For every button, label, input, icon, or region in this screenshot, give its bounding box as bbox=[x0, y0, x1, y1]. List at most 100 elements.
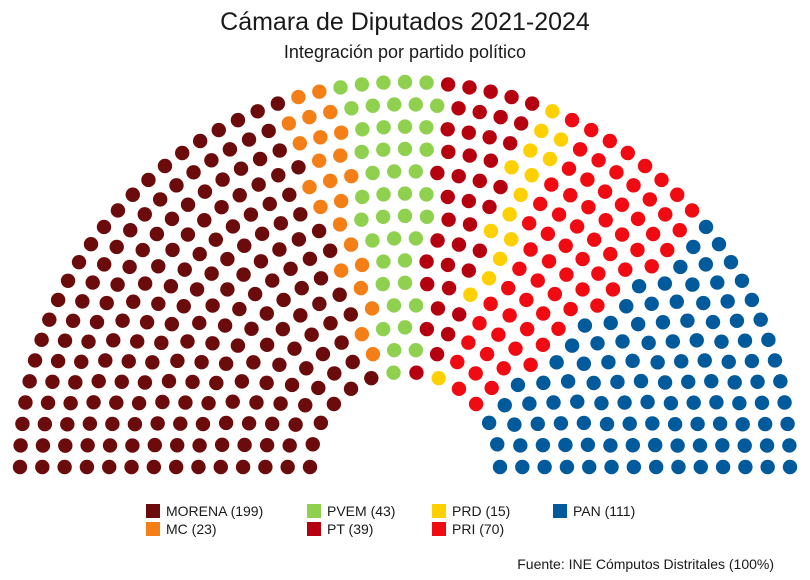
seat-pan bbox=[601, 354, 616, 370]
seat-pan bbox=[721, 354, 736, 370]
seat-pri bbox=[597, 184, 613, 199]
seat-morena bbox=[273, 216, 289, 231]
seat-morena bbox=[218, 356, 234, 371]
seat-morena bbox=[254, 226, 270, 242]
seat-morena bbox=[208, 232, 223, 247]
seat-pri bbox=[584, 122, 599, 138]
seat-morena bbox=[85, 275, 100, 290]
seat-morena bbox=[82, 416, 98, 431]
seat-pvem bbox=[365, 165, 380, 181]
seat-pvem bbox=[397, 208, 413, 224]
seat-pan bbox=[648, 437, 663, 453]
seat-prd bbox=[504, 160, 519, 175]
seat-pan bbox=[737, 333, 753, 348]
seat-morena bbox=[313, 271, 329, 286]
seat-pan bbox=[689, 333, 704, 348]
seat-pvem bbox=[386, 231, 402, 246]
seat-pri bbox=[642, 192, 658, 207]
seat-morena bbox=[233, 161, 249, 176]
seat-morena bbox=[293, 207, 308, 222]
legend-swatch-mc bbox=[146, 522, 160, 536]
seat-prd bbox=[483, 223, 499, 239]
seat-mc bbox=[323, 104, 338, 120]
seat-pt bbox=[419, 321, 435, 337]
seat-pri bbox=[658, 207, 673, 222]
seat-pri bbox=[590, 298, 605, 313]
seat-pvem bbox=[375, 321, 391, 337]
seat-pan bbox=[757, 416, 773, 432]
seat-pt bbox=[482, 199, 497, 215]
seat-morena bbox=[225, 394, 240, 409]
seat-morena bbox=[125, 438, 140, 453]
seat-pri bbox=[484, 380, 499, 396]
seat-morena bbox=[259, 306, 274, 321]
seat-pri bbox=[602, 133, 618, 149]
seat-morena bbox=[204, 266, 219, 281]
seat-pt bbox=[462, 217, 478, 232]
seat-pan bbox=[710, 275, 725, 290]
seat-morena bbox=[311, 380, 326, 396]
seat-pt bbox=[440, 77, 456, 92]
seat-pri bbox=[581, 199, 596, 215]
seat-pt bbox=[462, 80, 477, 95]
seat-morena bbox=[115, 313, 130, 328]
seat-morena bbox=[57, 459, 72, 475]
seat-pvem bbox=[397, 141, 413, 157]
seat-pan bbox=[603, 315, 618, 331]
seat-pri bbox=[501, 280, 516, 296]
seat-pan bbox=[640, 394, 655, 410]
legend-label: MC (23) bbox=[166, 521, 217, 537]
seat-mc bbox=[354, 327, 370, 342]
legend-swatch-pan bbox=[553, 504, 567, 518]
seat-pan bbox=[645, 416, 660, 431]
seat-pri bbox=[523, 242, 538, 257]
seat-prd bbox=[431, 370, 446, 386]
seat-morena bbox=[96, 257, 112, 272]
seat-morena bbox=[96, 219, 112, 235]
seat-pan bbox=[603, 438, 618, 453]
seat-morena bbox=[154, 335, 169, 351]
seat-pan bbox=[714, 334, 729, 349]
seat-morena bbox=[302, 251, 318, 267]
seat-pan bbox=[723, 254, 739, 270]
seat-pri bbox=[533, 196, 548, 212]
seat-pri bbox=[479, 346, 495, 362]
seat-morena bbox=[192, 438, 207, 453]
seat-morena bbox=[34, 332, 49, 348]
seat-pan bbox=[663, 395, 679, 411]
seat-morena bbox=[197, 213, 212, 228]
seat-morena bbox=[60, 417, 75, 432]
seat-pan bbox=[630, 316, 646, 332]
seat-pvem bbox=[386, 298, 402, 313]
seat-pan bbox=[594, 395, 609, 411]
seat-morena bbox=[145, 355, 160, 370]
seat-morena bbox=[105, 416, 120, 432]
seat-pan bbox=[576, 415, 592, 431]
seat-pt bbox=[409, 365, 424, 380]
seat-morena bbox=[180, 197, 196, 212]
seat-pan bbox=[535, 437, 551, 453]
seat-pri bbox=[535, 337, 551, 353]
seat-morena bbox=[109, 239, 124, 255]
seat-pvem bbox=[376, 142, 391, 157]
seat-morena bbox=[163, 279, 179, 294]
seat-pan bbox=[744, 353, 760, 369]
seat-pan bbox=[712, 416, 728, 431]
seat-pan bbox=[704, 373, 719, 389]
seat-mc bbox=[353, 280, 369, 296]
seat-morena bbox=[91, 373, 106, 389]
seat-pri bbox=[630, 242, 645, 258]
seat-morena bbox=[282, 438, 297, 453]
seat-morena bbox=[151, 296, 166, 311]
seat-morena bbox=[258, 459, 273, 475]
seat-pan bbox=[690, 416, 705, 432]
seat-morena bbox=[149, 226, 165, 242]
seat-pan bbox=[673, 259, 688, 275]
legend-label: PT (39) bbox=[327, 521, 374, 537]
seat-pan bbox=[715, 459, 731, 475]
seat-pri bbox=[605, 282, 621, 297]
seat-pan bbox=[513, 438, 528, 453]
seat-pri bbox=[461, 335, 476, 350]
seat-morena bbox=[232, 188, 247, 203]
seat-prd bbox=[524, 168, 539, 183]
